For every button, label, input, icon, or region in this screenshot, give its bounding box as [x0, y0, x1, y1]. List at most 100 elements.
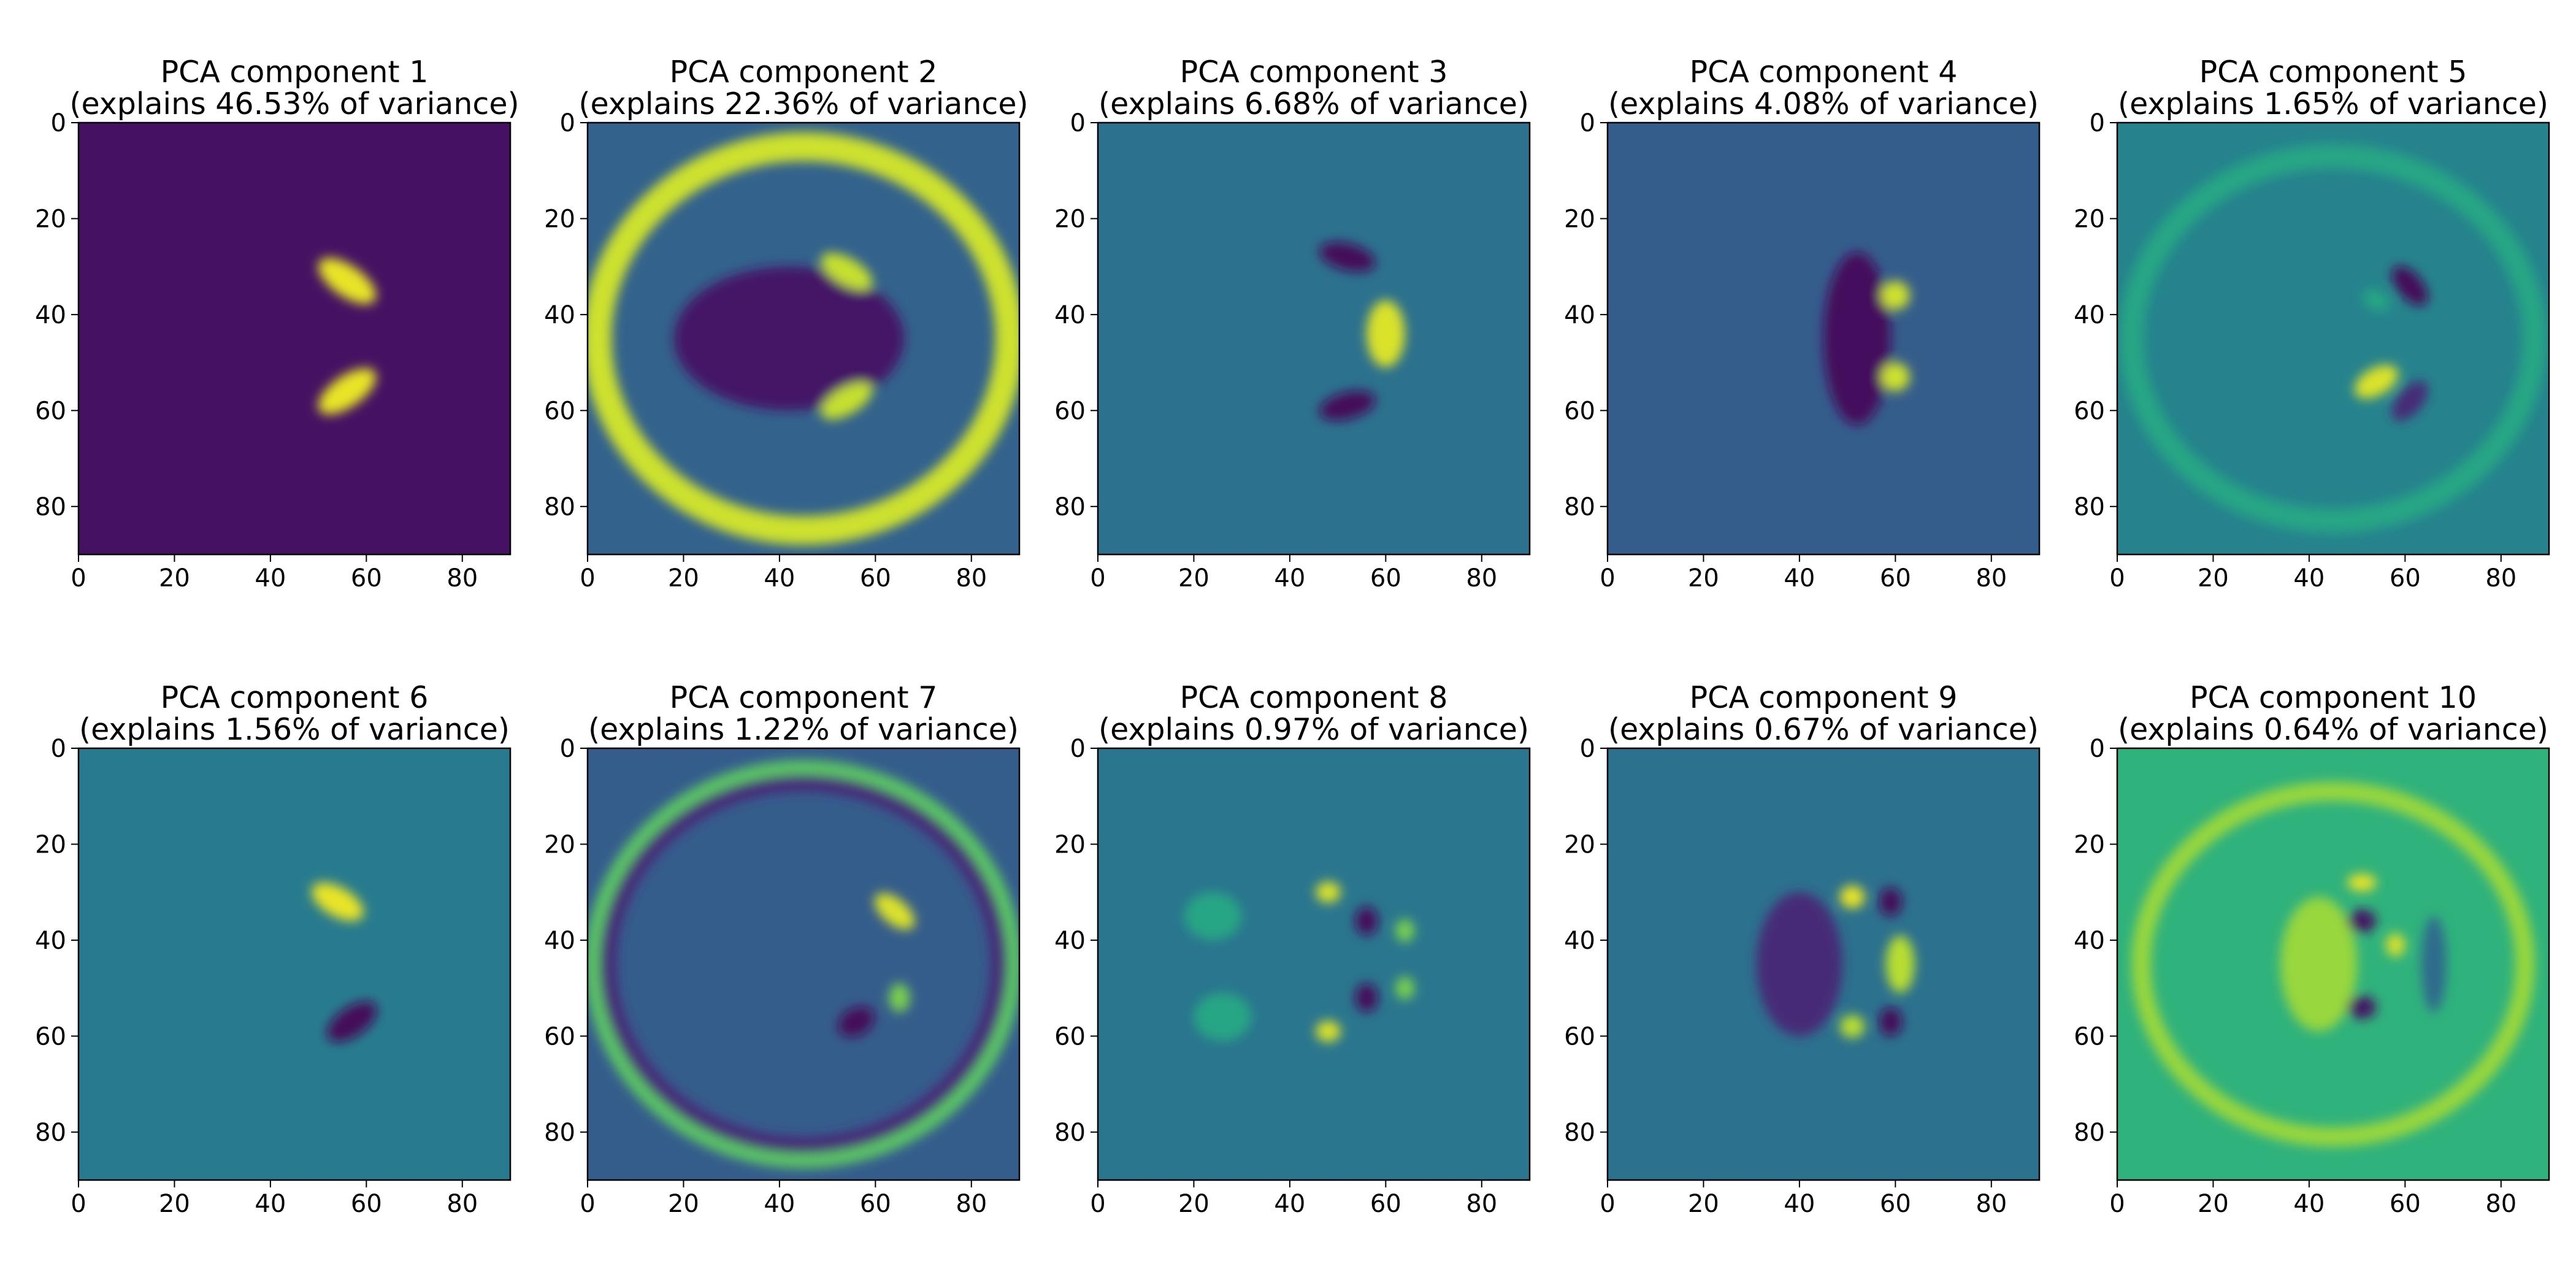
- heatmap-blob-feature-1: [2280, 897, 2358, 1032]
- axes-frame: [586, 121, 1021, 556]
- x-tick-label: 60: [1880, 564, 1911, 592]
- x-tick-label: 40: [255, 1190, 286, 1218]
- heatmap-blob-feature-1: [1194, 992, 1252, 1041]
- axes-frame: [77, 121, 512, 556]
- heatmap-blob-feature-0: [1184, 892, 1242, 940]
- heatmap-blob-feature-3: [1879, 887, 1903, 916]
- heatmap-blob-feature-2: [1316, 881, 1341, 903]
- x-tick-label: 0: [2109, 564, 2125, 592]
- heatmap-blob-feature-5: [1885, 935, 1915, 993]
- y-tick-label: 40: [2074, 301, 2105, 329]
- x-tick-label: 60: [1880, 1190, 1911, 1218]
- y-tick-label: 40: [35, 301, 66, 329]
- heatmap-blob-feature-2: [1367, 300, 1405, 367]
- x-tick-label: 60: [351, 564, 382, 592]
- heatmap-blob-feature-1: [1839, 885, 1865, 909]
- heatmap-blob-feature-4: [889, 983, 910, 1013]
- panel-title-line2: (explains 4.08% of variance): [1608, 86, 2039, 121]
- heatmap-image: [1184, 881, 1415, 1042]
- x-tick-label: 80: [447, 1190, 478, 1218]
- heatmap-blob-feature-4: [1879, 1007, 1903, 1037]
- heatmap-blob-feature-1: [2391, 266, 2428, 306]
- x-tick-label: 20: [1688, 1190, 1719, 1218]
- pca-panel-5: 0 20 40 60 80 0 20 40 60 80 PCA component 5(explai…: [2074, 55, 2550, 592]
- x-tick-label: 0: [1090, 1190, 1105, 1218]
- heatmap-blob-feature-0: [1756, 892, 1843, 1037]
- x-tick-label: 40: [764, 564, 795, 592]
- panel-title-line2: (explains 0.97% of variance): [1098, 712, 1529, 747]
- heatmap-blob-feature-6: [2421, 916, 2447, 1013]
- heatmap-blob-feature-1: [673, 266, 905, 411]
- x-tick-label: 80: [1976, 1190, 2007, 1218]
- y-tick-label: 80: [2074, 1119, 2105, 1147]
- x-tick-label: 0: [580, 1190, 595, 1218]
- axes-frame: [2116, 121, 2550, 556]
- pca-panel-7: 0 20 40 60 80 0 20 40 60 80 PCA component 7(explai…: [544, 680, 1021, 1218]
- y-tick-label: 60: [2074, 1022, 2105, 1051]
- axes-frame: [586, 747, 1021, 1181]
- y-tick-label: 40: [1054, 301, 1086, 329]
- y-tick-label: 20: [2074, 205, 2105, 233]
- heatmap-image: [312, 883, 377, 1042]
- x-tick-label: 40: [2293, 1190, 2325, 1218]
- panel-title-line2: (explains 0.67% of variance): [1608, 712, 2039, 747]
- panel-title-line1: PCA component 6: [161, 680, 429, 715]
- heatmap-blob-feature-1: [327, 1001, 377, 1042]
- y-tick-label: 80: [35, 1119, 66, 1147]
- y-tick-label: 40: [544, 927, 575, 955]
- y-tick-label: 0: [2090, 109, 2105, 137]
- x-tick-label: 20: [1688, 564, 1719, 592]
- heatmap-blob-feature-0: [312, 883, 364, 921]
- y-tick-label: 0: [1580, 109, 1595, 137]
- y-tick-label: 0: [1070, 109, 1086, 137]
- y-tick-label: 40: [35, 927, 66, 955]
- heatmap-blob-feature-3: [838, 1006, 875, 1037]
- heatmap-ring-feature-0: [597, 772, 1010, 1156]
- panel-title-line2: (explains 6.68% of variance): [1098, 86, 1529, 121]
- x-tick-label: 0: [71, 1190, 86, 1218]
- panel-title-line2: (explains 1.56% of variance): [79, 712, 510, 747]
- y-tick-label: 40: [544, 301, 575, 329]
- x-tick-label: 40: [1784, 564, 1815, 592]
- y-tick-label: 20: [1564, 205, 1595, 233]
- y-tick-label: 60: [1054, 1022, 1086, 1051]
- y-tick-label: 60: [35, 397, 66, 425]
- x-tick-label: 40: [1274, 564, 1305, 592]
- y-tick-label: 40: [2074, 927, 2105, 955]
- heatmap-blob-feature-7: [1395, 976, 1415, 1000]
- heatmap-blob-feature-4: [2363, 289, 2390, 312]
- x-tick-label: 80: [2485, 1190, 2517, 1218]
- heatmap-background: [2117, 123, 2549, 554]
- y-tick-label: 20: [2074, 830, 2105, 859]
- panel-title-line1: PCA component 10: [2190, 680, 2477, 715]
- x-tick-label: 0: [71, 564, 86, 592]
- axes-frame: [1097, 747, 1531, 1181]
- y-tick-label: 0: [560, 109, 575, 137]
- pca-panel-4: 0 20 40 60 80 0 20 40 60 80 PCA component 4(explai…: [1564, 55, 2041, 592]
- heatmap-blob-feature-4: [1355, 907, 1378, 936]
- heatmap-blob-feature-0: [1319, 242, 1376, 272]
- y-tick-label: 20: [35, 830, 66, 859]
- x-tick-label: 20: [1178, 1190, 1209, 1218]
- y-tick-label: 80: [1564, 1119, 1595, 1147]
- x-tick-label: 20: [159, 1190, 190, 1218]
- x-tick-label: 40: [255, 564, 286, 592]
- x-tick-label: 60: [1370, 564, 1401, 592]
- heatmap-image: [1756, 885, 1915, 1038]
- y-tick-label: 60: [1054, 397, 1086, 425]
- x-tick-label: 20: [668, 564, 699, 592]
- x-tick-label: 40: [1274, 1190, 1305, 1218]
- pca-panel-10: 0 20 40 60 80 0 20 40 60 80 PCA component 10(expla…: [2074, 680, 2550, 1218]
- x-tick-label: 60: [2390, 564, 2421, 592]
- heatmap-blob-feature-2: [1880, 362, 1910, 392]
- y-tick-label: 20: [35, 205, 66, 233]
- pca-panel-6: 0 20 40 60 80 0 20 40 60 80 PCA component 6(explai…: [35, 680, 512, 1218]
- y-tick-label: 80: [35, 493, 66, 521]
- panel-title-line2: (explains 0.64% of variance): [2118, 712, 2548, 747]
- x-tick-label: 20: [2198, 1190, 2229, 1218]
- y-tick-label: 80: [1564, 493, 1595, 521]
- y-tick-label: 60: [2074, 397, 2105, 425]
- pca-panel-8: 0 20 40 60 80 0 20 40 60 80 PCA component 8(explai…: [1054, 680, 1531, 1218]
- y-tick-label: 20: [544, 830, 575, 859]
